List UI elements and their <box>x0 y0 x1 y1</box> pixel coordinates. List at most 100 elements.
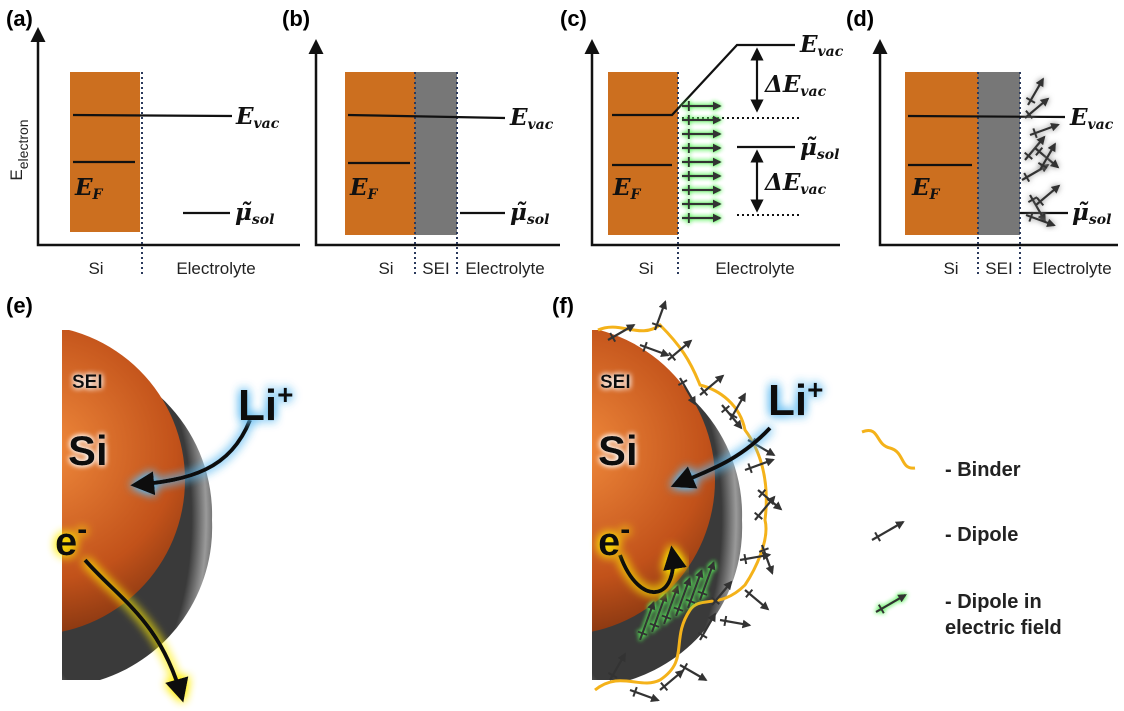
dipole <box>682 157 722 167</box>
dipole-cross <box>668 352 677 362</box>
dipole <box>639 341 670 357</box>
li-label-part: + <box>807 374 823 405</box>
dipole <box>1025 211 1056 227</box>
evac-label-part: E <box>1069 104 1088 131</box>
legend-label: electric field <box>945 617 1062 639</box>
dipole <box>682 143 722 153</box>
dipole-cross <box>758 547 769 553</box>
dipole <box>871 521 905 542</box>
dipole <box>1029 123 1060 139</box>
ef-label-part: E <box>74 174 93 201</box>
dipole <box>719 615 752 629</box>
electron-label-part: e <box>55 520 77 564</box>
electron-label: e- <box>55 513 87 564</box>
dipole-shaft <box>871 521 905 541</box>
si-block <box>905 72 978 235</box>
dipole <box>682 101 722 111</box>
panel-f: (f) SEI Si Li+ e- - Binder - Dipole - Di… <box>552 293 1062 702</box>
dipole-cross <box>1028 211 1034 222</box>
si-block <box>345 72 415 235</box>
dipole-cross <box>1023 151 1033 160</box>
si-label: Si <box>68 427 108 474</box>
panel-c: (c) Evac ΔEvac μ̃sol ΔEvac EF Si Electro… <box>560 6 844 278</box>
panel-e: (e) SEI Si Li+ e- <box>6 293 293 703</box>
dipole <box>682 171 722 181</box>
mu-label-part: μ̃ <box>800 134 817 161</box>
dipole <box>744 458 775 474</box>
mu-label-part: sol <box>1089 212 1112 228</box>
dipole-cross <box>753 511 763 520</box>
evac-level <box>347 113 506 120</box>
dipole <box>697 612 716 641</box>
electron-label-part: - <box>77 513 87 546</box>
delta-label: ΔEvac <box>764 71 827 100</box>
dipole <box>1027 194 1046 223</box>
dipole-cross <box>609 332 617 343</box>
dipole-cross <box>642 341 648 352</box>
li-label-part: Li <box>238 381 277 430</box>
delta-label-part: vac <box>800 84 826 100</box>
evac-label: Evac <box>1069 104 1114 133</box>
dipole <box>875 594 907 614</box>
ef-label-part: E <box>612 174 631 201</box>
panel-label: (a) <box>6 6 33 31</box>
region-label: Si <box>638 259 653 278</box>
si-block <box>608 72 678 235</box>
evac-label-part: E <box>799 31 818 58</box>
dipole-cross <box>673 606 684 612</box>
dipole <box>607 652 626 681</box>
dipole <box>685 568 704 609</box>
dipole <box>667 339 693 362</box>
dipole-group <box>607 300 783 702</box>
dipole <box>1021 164 1050 183</box>
dipole <box>629 686 660 702</box>
binder <box>594 323 768 692</box>
si-block <box>70 72 140 232</box>
evac-level <box>72 113 233 118</box>
dipole <box>739 551 772 565</box>
evac-label: Evac <box>799 31 844 60</box>
li-path <box>670 426 772 489</box>
mu-label-part: μ̃ <box>1072 199 1089 226</box>
electron-label-part: - <box>620 513 630 546</box>
dipole <box>682 213 722 223</box>
evac-level <box>907 114 1066 119</box>
y-axis-label: Eelectron <box>7 119 31 180</box>
dipole-cross <box>651 322 662 328</box>
axes <box>30 27 300 247</box>
si-core <box>62 330 185 632</box>
dipole-cross <box>1023 172 1031 183</box>
li-label: Li+ <box>238 379 293 430</box>
ef-label-part: F <box>367 187 379 203</box>
region-label: Si <box>378 259 393 278</box>
legend-binder-icon <box>861 429 916 470</box>
dipole <box>659 669 685 692</box>
mu-label: μ̃sol <box>800 134 839 163</box>
evac-label: Evac <box>235 103 280 132</box>
y-axis-label-part: electron <box>15 119 31 169</box>
dipole-cross <box>661 614 672 620</box>
axes <box>308 39 560 247</box>
dipole <box>699 374 725 397</box>
dipole-cross <box>700 387 709 397</box>
panel-b: (b) Evac EF μ̃sol Si SEI Electrolyte <box>282 6 560 278</box>
li-path <box>130 419 252 496</box>
sei-block <box>415 72 457 235</box>
panel-d: (d) Evac EF μ̃sol Si SEI Electrolyte <box>846 6 1118 278</box>
dipole <box>607 324 636 343</box>
evac-label-part: vac <box>254 116 280 132</box>
ef-label-part: F <box>92 187 104 203</box>
dipole <box>682 199 722 209</box>
mu-label-part: sol <box>252 212 275 228</box>
region-label: Electrolyte <box>715 259 794 278</box>
dipole-cross <box>677 379 688 387</box>
dipole <box>673 576 692 617</box>
evac-label-part: E <box>235 103 254 130</box>
legend-icons <box>871 521 907 614</box>
panel-label: (d) <box>846 6 874 31</box>
dipole-cross <box>697 590 708 596</box>
electron-label: e- <box>598 513 630 564</box>
axes <box>584 39 840 247</box>
region-label: Electrolyte <box>176 259 255 278</box>
